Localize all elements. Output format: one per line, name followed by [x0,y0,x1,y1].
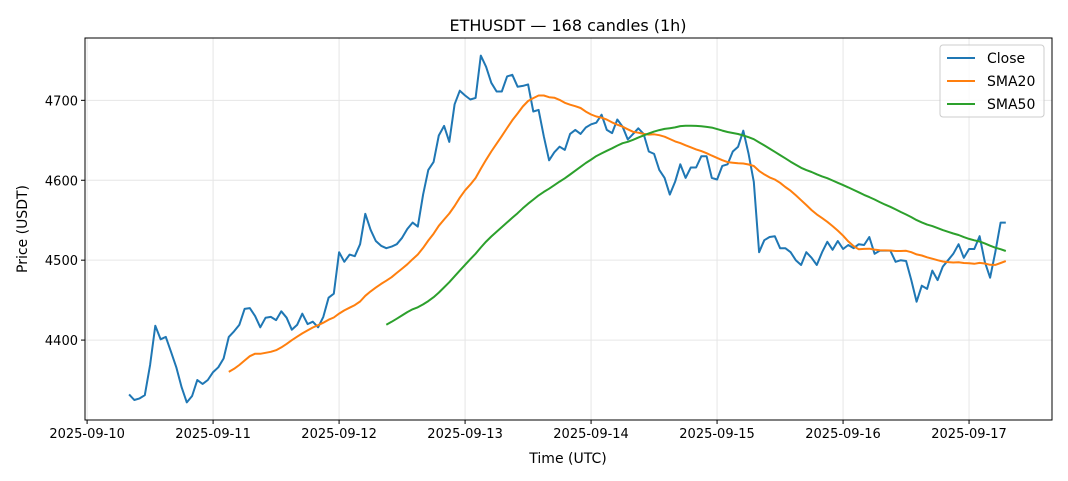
legend-label: Close [987,51,1025,67]
x-tick-label: 2025-09-17 [931,427,1007,442]
x-tick-label: 2025-09-16 [805,427,881,442]
x-tick-label: 2025-09-11 [175,427,251,442]
y-tick-label: 4700 [45,94,78,109]
y-axis-label: Price (USDT) [15,185,31,273]
y-tick-label: 4500 [45,254,78,269]
series-line-sma20 [228,94,1007,373]
y-tick-label: 4600 [45,174,78,189]
legend-box [939,44,1045,118]
legend-label: SMA50 [987,97,1035,113]
x-tick-label: 2025-09-14 [553,427,629,442]
x-axis-label: Time (UTC) [528,451,606,467]
plot-frame [84,37,1053,421]
x-tick-label: 2025-09-13 [427,427,503,442]
legend: Close SMA20 SMA50 [939,44,1045,118]
y-tick-label: 4400 [45,334,78,349]
grid [85,38,1052,420]
legend-label: SMA20 [987,74,1035,90]
series-lines [128,54,1007,404]
chart-title: ETHUSDT — 168 candles (1h) [449,16,686,35]
y-axis: 4400 4500 4600 4700 [45,94,85,349]
x-tick-label: 2025-09-12 [301,427,377,442]
x-tick-label: 2025-09-10 [49,427,125,442]
series-line-sma50 [385,124,1007,326]
x-axis: 2025-09-10 2025-09-11 2025-09-12 2025-09-13… [49,420,1007,442]
series-line-close [128,54,1006,404]
x-tick-label: 2025-09-15 [679,427,755,442]
